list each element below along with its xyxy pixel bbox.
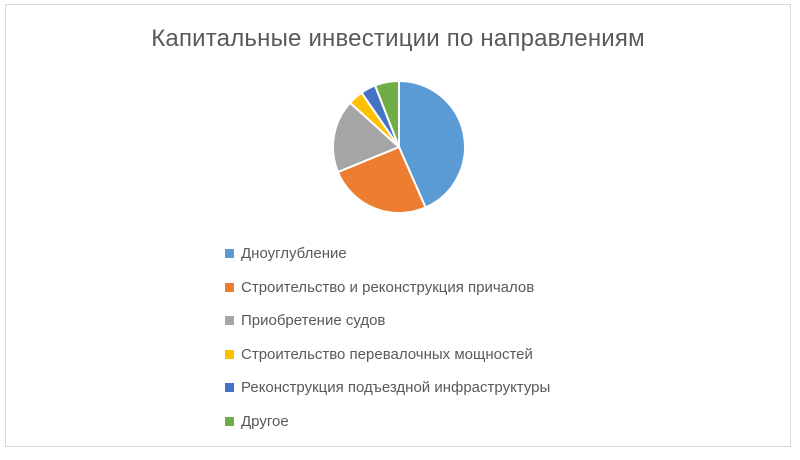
- chart-title: Капитальные инвестиции по направлениям: [151, 25, 645, 52]
- legend-label: Дноуглубление: [241, 245, 347, 263]
- legend-label: Реконструкция подъездной инфраструктуры: [241, 379, 551, 397]
- legend-label: Другое: [241, 412, 289, 430]
- legend-swatch: [225, 383, 234, 393]
- legend-swatch: [225, 316, 234, 326]
- legend-item: Строительство перевалочных мощностей: [225, 338, 550, 372]
- legend-item: Приобретение судов: [225, 304, 550, 338]
- legend-swatch: [225, 416, 234, 426]
- pie-slice-0: [398, 80, 466, 209]
- legend-label: Приобретение судов: [241, 312, 386, 330]
- legend-label: Строительство и реконструкция причалов: [241, 278, 535, 296]
- legend-item: Другое: [225, 405, 550, 439]
- legend-swatch: [225, 349, 234, 359]
- pie-chart: [332, 80, 466, 214]
- legend-label: Строительство перевалочных мощностей: [241, 345, 533, 363]
- legend-swatch: [225, 249, 234, 259]
- legend: Дноуглубление Строительство и реконструкц…: [225, 237, 550, 438]
- legend-item: Реконструкция подъездной инфраструктуры: [225, 371, 550, 405]
- pie-slice-5: [374, 80, 400, 148]
- pie-slice-2: [332, 101, 400, 174]
- legend-item: Строительство и реконструкция причалов: [225, 271, 550, 305]
- legend-item: Дноуглубление: [225, 237, 550, 271]
- legend-swatch: [225, 282, 234, 292]
